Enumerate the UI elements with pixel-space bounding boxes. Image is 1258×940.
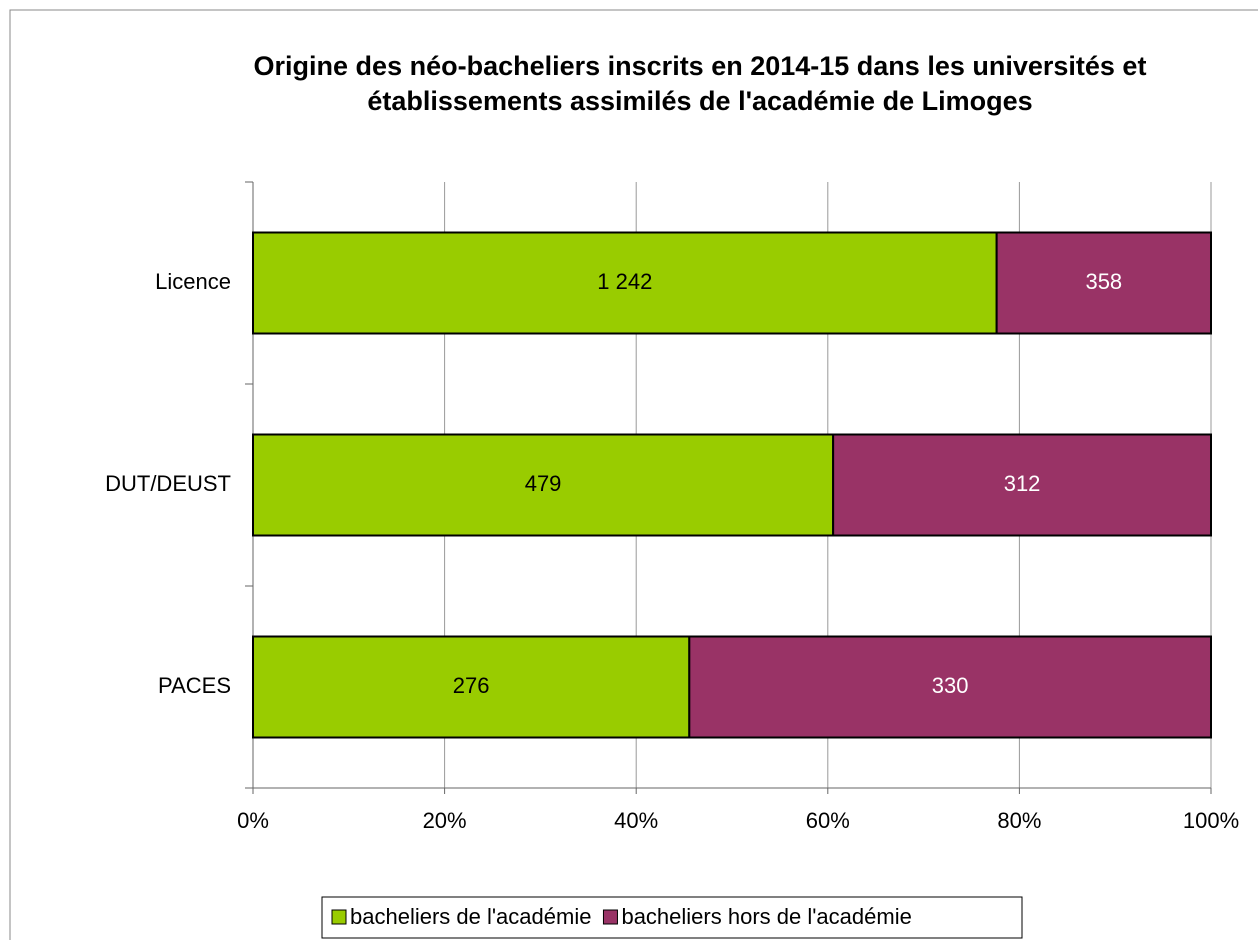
x-tick-label: 20% xyxy=(423,808,467,833)
data-label: 358 xyxy=(1085,269,1122,294)
x-tick-label: 80% xyxy=(997,808,1041,833)
x-tick-label: 100% xyxy=(1183,808,1239,833)
bar-segment xyxy=(995,231,1213,335)
x-tick-label: 60% xyxy=(806,808,850,833)
data-label: 312 xyxy=(1004,471,1041,496)
bar-segment xyxy=(252,433,835,537)
y-tick-label: Licence xyxy=(155,269,231,294)
x-tick-label: 0% xyxy=(237,808,269,833)
legend-box xyxy=(321,896,1023,939)
chart-frame xyxy=(9,9,1258,940)
bar-segment xyxy=(252,635,691,739)
bar-segment xyxy=(252,231,998,335)
legend-label: bacheliers de l'académie xyxy=(350,904,591,929)
legend-label: bacheliers hors de l'académie xyxy=(621,904,911,929)
chart-title: Origine des néo-bacheliers inscrits en 2… xyxy=(254,51,1147,81)
data-label: 330 xyxy=(932,673,969,698)
y-tick-label: DUT/DEUST xyxy=(105,471,231,496)
data-label: 1 242 xyxy=(597,269,652,294)
chart-title: établissements assimilés de l'académie d… xyxy=(367,86,1032,116)
bar-segment xyxy=(832,433,1213,537)
legend-swatch xyxy=(331,909,347,925)
legend-swatch xyxy=(602,909,618,925)
data-label: 276 xyxy=(453,673,490,698)
bar-segment xyxy=(688,635,1212,739)
data-label: 479 xyxy=(525,471,562,496)
x-tick-label: 40% xyxy=(614,808,658,833)
y-tick-label: PACES xyxy=(158,673,231,698)
